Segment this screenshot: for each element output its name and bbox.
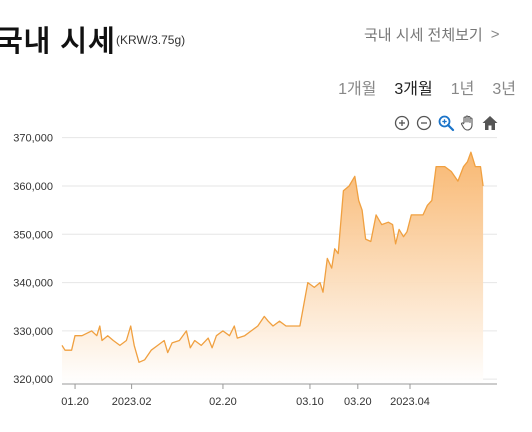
x-tick-label: 2023.02 xyxy=(112,396,152,408)
x-tick-label: 02.20 xyxy=(209,396,237,408)
y-tick-label: 340,000 xyxy=(13,278,53,290)
zoom-in-icon[interactable] xyxy=(393,114,411,132)
y-tick-label: 320,000 xyxy=(13,374,53,386)
chevron-right-icon: > xyxy=(490,26,500,43)
x-tick-label: 03.20 xyxy=(344,396,372,408)
view-all-label: 국내 시세 전체보기 xyxy=(364,27,483,44)
x-axis: 01.20 2023.02 02.20 03.10 03.20 2023.04 xyxy=(61,384,430,408)
unit-label: (KRW/3.75g) xyxy=(116,33,186,47)
tab-1-month[interactable]: 1개월 xyxy=(338,81,377,98)
zoom-out-icon[interactable] xyxy=(415,114,433,132)
tab-1-year[interactable]: 1년 xyxy=(450,81,475,98)
tab-3-months[interactable]: 3개월 xyxy=(394,81,433,98)
chart-toolbar xyxy=(393,114,499,132)
home-icon[interactable] xyxy=(481,114,499,132)
price-area xyxy=(62,152,484,384)
y-tick-label: 370,000 xyxy=(13,133,53,145)
view-all-link[interactable]: 국내 시세 전체보기 > xyxy=(364,24,500,45)
y-tick-label: 360,000 xyxy=(13,181,53,193)
y-tick-label: 350,000 xyxy=(13,229,53,241)
y-axis: 320,000 330,000 340,000 350,000 360,000 370,0… xyxy=(13,133,53,387)
zoom-select-icon[interactable] xyxy=(437,114,455,132)
period-tabs: 1개월 3개월 1년 3년 xyxy=(338,75,516,99)
x-tick-label: 03.10 xyxy=(296,396,324,408)
price-line xyxy=(61,151,484,363)
y-tick-label: 330,000 xyxy=(13,326,53,338)
tab-3-years[interactable]: 3년 xyxy=(492,81,516,98)
page-title: 국내 시세 xyxy=(0,26,116,58)
x-tick-label: 2023.04 xyxy=(390,396,430,408)
pan-hand-icon[interactable] xyxy=(459,114,477,132)
x-tick-label: 01.20 xyxy=(61,396,89,408)
